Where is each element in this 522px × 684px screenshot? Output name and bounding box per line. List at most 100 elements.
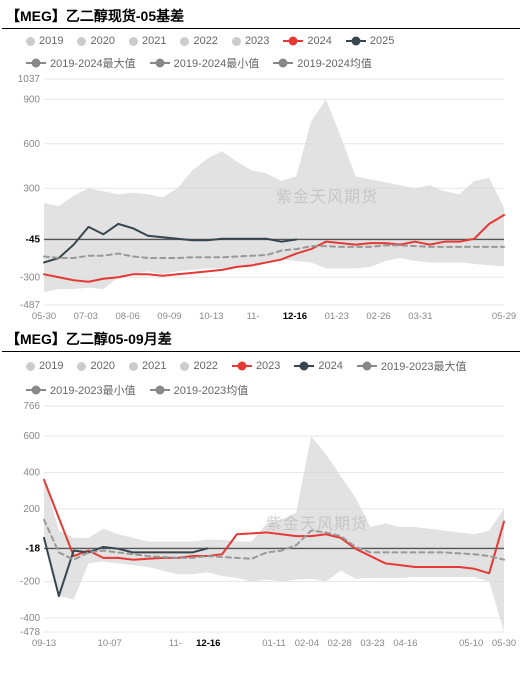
legend-item: 2019: [26, 360, 63, 372]
legend-label: 2019: [39, 35, 63, 47]
svg-text:1037: 1037: [18, 74, 41, 85]
chart1: 【MEG】乙二醇现货-05基差2019202020212022202320242…: [0, 0, 522, 323]
legend-marker: [232, 365, 252, 368]
chart2: 【MEG】乙二醇05-09月差2019202020212022202320242…: [0, 323, 522, 650]
svg-text:-45: -45: [26, 234, 41, 245]
legend-item: 2019: [26, 35, 63, 47]
svg-text:11-: 11-: [169, 638, 182, 649]
svg-text:766: 766: [23, 401, 40, 412]
svg-text:05-30: 05-30: [492, 638, 516, 649]
svg-text:09-13: 09-13: [32, 638, 56, 649]
legend-marker: [273, 62, 293, 65]
legend-label: 2019-2024均值: [297, 55, 372, 71]
legend-marker: [346, 40, 366, 43]
legend-marker: [180, 37, 189, 46]
svg-text:-400: -400: [20, 613, 40, 624]
legend-marker: [26, 62, 46, 65]
svg-text:02-28: 02-28: [328, 638, 352, 649]
legend-marker: [26, 37, 35, 46]
svg-text:03-23: 03-23: [360, 638, 384, 649]
svg-text:01-11: 01-11: [262, 638, 286, 649]
chart-svg: -487-300-45300600900103705-3007-0308-060…: [6, 73, 516, 323]
legend-item: 2024: [283, 35, 331, 47]
svg-text:09-09: 09-09: [157, 311, 181, 322]
legend-marker: [357, 365, 377, 368]
svg-text:01-23: 01-23: [325, 311, 349, 322]
legend-marker: [150, 389, 170, 392]
legend: 2019 2020 2021 2022 2023 2024 2019-2023最大值 2019…: [2, 356, 520, 400]
legend-label: 2022: [193, 35, 217, 47]
svg-text:12-16: 12-16: [196, 638, 220, 649]
legend-label: 2019-2024最小值: [174, 55, 260, 71]
svg-text:400: 400: [23, 467, 40, 478]
legend-marker: [129, 362, 138, 371]
svg-text:08-06: 08-06: [115, 311, 139, 322]
svg-text:10-13: 10-13: [199, 311, 223, 322]
plot-area: -487-300-45300600900103705-3007-0308-060…: [6, 73, 516, 323]
legend-label: 2024: [318, 360, 342, 372]
chart-title: 【MEG】乙二醇现货-05基差: [2, 4, 520, 29]
legend-item: 2024: [294, 360, 342, 372]
chart-title: 【MEG】乙二醇05-09月差: [2, 327, 520, 352]
svg-text:05-10: 05-10: [459, 638, 483, 649]
svg-text:07-03: 07-03: [74, 311, 98, 322]
legend-label: 2019-2024最大值: [50, 55, 136, 71]
legend-label: 2023: [245, 35, 269, 47]
legend-marker: [283, 40, 303, 43]
svg-text:02-04: 02-04: [295, 638, 319, 649]
svg-text:03-31: 03-31: [408, 311, 432, 322]
legend-item: 2019-2023最大值: [357, 358, 467, 374]
legend-item: 2022: [180, 35, 217, 47]
svg-text:05-30: 05-30: [32, 311, 56, 322]
legend-marker: [77, 362, 86, 371]
legend-marker: [26, 389, 46, 392]
legend-item: 2022: [180, 360, 217, 372]
legend-label: 2023: [256, 360, 280, 372]
svg-text:200: 200: [23, 504, 40, 515]
legend-item: 2021: [129, 35, 166, 47]
svg-text:10-07: 10-07: [98, 638, 122, 649]
legend-item: 2020: [77, 35, 114, 47]
svg-text:600: 600: [23, 431, 40, 442]
svg-text:11-: 11-: [247, 311, 260, 322]
legend-label: 2022: [193, 360, 217, 372]
legend-item: 2019-2023最小值: [26, 382, 136, 398]
legend-marker: [232, 37, 241, 46]
legend-marker: [294, 365, 314, 368]
legend-label: 2021: [142, 360, 166, 372]
legend-item: 2019-2024最小值: [150, 55, 260, 71]
legend-item: 2023: [232, 35, 269, 47]
svg-text:600: 600: [23, 139, 40, 150]
legend-item: 2023: [232, 360, 280, 372]
legend-marker: [150, 62, 170, 65]
legend-item: 2021: [129, 360, 166, 372]
legend-label: 2019-2023均值: [174, 382, 249, 398]
legend-label: 2019-2023最小值: [50, 382, 136, 398]
svg-text:-300: -300: [20, 272, 40, 283]
svg-text:05-29: 05-29: [492, 311, 516, 322]
legend: 2019 2020 2021 2022 2023 2024 2025 2019-2024最大值…: [2, 33, 520, 73]
svg-text:-478: -478: [20, 627, 40, 638]
legend-marker: [180, 362, 189, 371]
legend-label: 2024: [307, 35, 331, 47]
legend-label: 2020: [90, 360, 114, 372]
svg-text:300: 300: [23, 183, 40, 194]
legend-label: 2019-2023最大值: [381, 358, 467, 374]
legend-label: 2020: [90, 35, 114, 47]
legend-marker: [26, 362, 35, 371]
plot-area: -478-400-200-1820040060076609-1310-0711-…: [6, 400, 516, 650]
legend-item: 2020: [77, 360, 114, 372]
svg-text:04-16: 04-16: [393, 638, 417, 649]
svg-text:-18: -18: [26, 543, 41, 554]
chart-svg: -478-400-200-1820040060076609-1310-0711-…: [6, 400, 516, 650]
legend-marker: [129, 37, 138, 46]
svg-text:02-26: 02-26: [366, 311, 390, 322]
svg-text:900: 900: [23, 94, 40, 105]
legend-label: 2025: [370, 35, 394, 47]
legend-item: 2019-2024均值: [273, 55, 372, 71]
legend-item: 2025: [346, 35, 394, 47]
legend-item: 2019-2023均值: [150, 382, 249, 398]
svg-text:12-16: 12-16: [283, 311, 307, 322]
legend-marker: [77, 37, 86, 46]
legend-label: 2019: [39, 360, 63, 372]
